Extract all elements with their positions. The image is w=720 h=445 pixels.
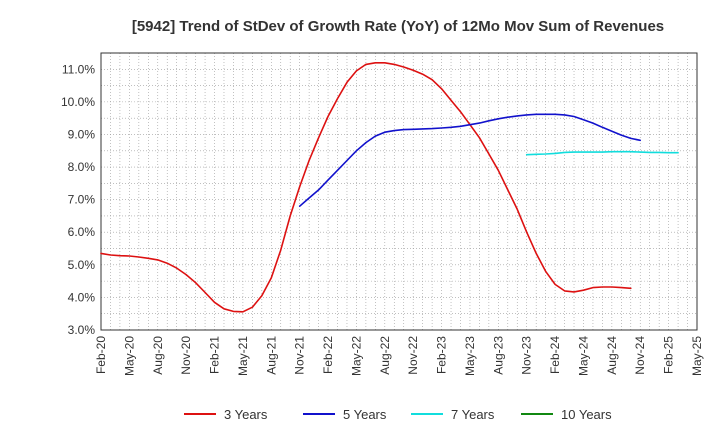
plot-frame xyxy=(100,52,698,331)
series-line-5-years xyxy=(298,113,642,207)
axes: 3.0% 4.0% 5.0% 6.0% 7.0% 8.0% 9.0% 10.0% 11.0% Fe… xyxy=(61,52,704,376)
y-tick-label: 3.0% xyxy=(68,323,96,337)
y-tick-label: 8.0% xyxy=(68,160,96,174)
y-tick-label: 7.0% xyxy=(68,193,96,207)
x-tick-label: Nov-22 xyxy=(406,336,420,375)
x-tick-label: May-24 xyxy=(576,336,590,376)
x-tick-label: May-23 xyxy=(463,336,477,376)
grid xyxy=(101,53,697,330)
x-tick-label: Aug-23 xyxy=(491,336,505,375)
legend-label-7-years: 7 Years xyxy=(451,407,495,422)
x-tick-label: May-21 xyxy=(236,336,250,376)
x-tick-label: Nov-20 xyxy=(179,336,193,375)
legend-label-10-years: 10 Years xyxy=(561,407,612,422)
x-tick-label: Feb-22 xyxy=(321,336,335,374)
chart-title: [5942] Trend of StDev of Growth Rate (Yo… xyxy=(132,18,664,35)
x-tick-label: Feb-21 xyxy=(208,336,222,374)
y-tick-label: 11.0% xyxy=(62,62,95,76)
x-tick-label: Aug-22 xyxy=(378,336,392,375)
plot-area xyxy=(101,53,697,330)
x-tick-label: Feb-25 xyxy=(662,336,676,374)
x-tick-label: Feb-20 xyxy=(94,336,108,374)
x-tick-label: Aug-20 xyxy=(151,336,165,375)
x-tick-label: Aug-24 xyxy=(605,336,619,375)
x-tick-label: May-25 xyxy=(690,336,704,376)
x-tick-label: Feb-24 xyxy=(548,336,562,374)
x-tick-label: Aug-21 xyxy=(264,336,278,375)
x-tick-label: May-22 xyxy=(349,336,363,376)
x-tick-label: May-20 xyxy=(122,336,136,376)
x-tick-label: Feb-23 xyxy=(435,336,449,374)
series-line-7-years xyxy=(525,150,679,156)
legend-label-3-years: 3 Years xyxy=(224,407,268,422)
x-tick-label: Nov-23 xyxy=(520,336,534,375)
y-tick-label: 9.0% xyxy=(68,127,96,141)
legend: 3 Years 5 Years 7 Years 10 Years xyxy=(184,407,612,422)
y-tick-label: 5.0% xyxy=(68,258,96,272)
legend-label-5-years: 5 Years xyxy=(343,407,387,422)
y-tick-label: 6.0% xyxy=(68,225,96,239)
y-tick-label: 10.0% xyxy=(61,95,95,109)
x-tick-label: Nov-21 xyxy=(293,336,307,375)
y-tick-label: 4.0% xyxy=(68,290,96,304)
series-line-3-years xyxy=(100,61,632,313)
x-tick-label: Nov-24 xyxy=(633,336,647,375)
series-lines xyxy=(100,61,679,313)
